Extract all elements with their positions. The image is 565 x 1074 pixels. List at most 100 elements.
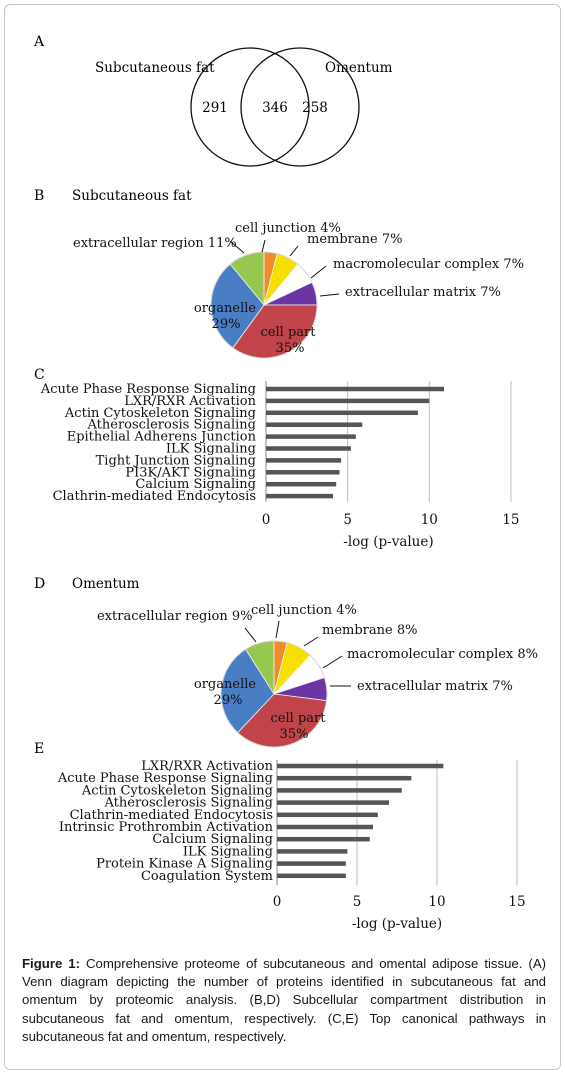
caption-label: Figure 1: <box>22 956 81 971</box>
category-label: Clathrin-mediated Endocytosis <box>70 808 273 823</box>
x-tick-label: 0 <box>262 512 271 528</box>
category-label: Actin Cytoskeleton Signaling <box>81 783 273 798</box>
panel-label-d: D <box>34 576 45 592</box>
category-label: Tight Junction Signaling <box>96 453 256 468</box>
bar <box>277 824 373 830</box>
bar <box>266 481 337 487</box>
bar <box>266 422 363 427</box>
pie-outline <box>210 251 318 359</box>
category-label: Atherosclerosis Signaling <box>87 418 257 433</box>
category-label: Acute Phase Response Signaling <box>57 771 273 786</box>
bar <box>266 493 333 499</box>
bar <box>277 788 402 793</box>
pie-label-extracellular-region: extracellular region 9% <box>97 609 252 624</box>
bar <box>266 470 340 475</box>
pie-value-organelle: 29% <box>214 693 243 708</box>
panel-b-title: Subcutaneous fat <box>72 188 192 204</box>
venn-left-label: Subcutaneous fat <box>95 60 215 76</box>
bar <box>277 836 370 842</box>
pie-leader-macromolecular-complex <box>310 265 327 279</box>
bar <box>277 763 444 769</box>
pie-leader-cell-junction <box>261 239 266 253</box>
bar <box>266 446 351 451</box>
pie-outline <box>220 640 328 748</box>
category-label: Actin Cytoskeleton Signaling <box>64 406 256 421</box>
x-tick-label: 10 <box>421 512 438 528</box>
pie-value-cell-part: 35% <box>280 727 309 742</box>
category-label: LXR/RXR Activation <box>124 394 256 409</box>
figure-frame <box>4 4 561 1070</box>
bar <box>266 458 342 463</box>
category-label: Atherosclerosis Signaling <box>104 796 274 811</box>
category-label: Acute Phase Response Signaling <box>40 382 256 397</box>
bar <box>266 410 418 416</box>
panel-d-title: Omentum <box>72 576 140 592</box>
panel-label-b: B <box>34 188 44 204</box>
bar <box>266 386 444 392</box>
bar <box>277 861 346 866</box>
pie-leader-extracellular-matrix <box>319 293 340 297</box>
x-tick-label: 10 <box>428 894 445 910</box>
pie-chart-omentum: cell junction 4% membrane 8% macromolecula… <box>97 603 538 748</box>
bar <box>277 812 378 818</box>
pie-label-extracellular-region: extracellular region 11% <box>73 236 237 251</box>
category-label: Calcium Signaling <box>135 477 256 492</box>
x-axis-label: -log (p-value) <box>352 916 442 932</box>
pie-leader-macromolecular-complex <box>322 655 343 669</box>
pie-label-cell-junction: cell junction 4% <box>251 603 357 618</box>
pie-label-organelle: organelle <box>194 677 256 692</box>
x-tick-label: 5 <box>353 894 362 910</box>
x-tick-label: 15 <box>508 894 525 910</box>
pie-label-cell-part: cell part <box>261 325 317 340</box>
pie-label-extracellular-matrix: extracellular matrix 7% <box>357 679 513 694</box>
bar <box>277 873 346 879</box>
pie-chart-subcutaneous: cell junction 4%membrane 7% macromolecula… <box>73 221 524 359</box>
pie-label-cell-junction: cell junction 4% <box>235 221 341 236</box>
pie-leader-membrane <box>303 636 319 647</box>
venn-circle-right <box>240 47 360 167</box>
pie-leader-extracellular-region <box>229 240 245 254</box>
caption-text: Comprehensive proteome of subcutaneous a… <box>22 956 547 1044</box>
x-tick-label: 15 <box>502 512 519 528</box>
category-label: Clathrin-mediated Endocytosis <box>53 489 256 504</box>
panel-label-e: E <box>34 741 44 757</box>
category-label: LXR/RXR Activation <box>141 759 273 774</box>
pie-leader-membrane <box>289 245 299 257</box>
figure-caption: Figure 1: Comprehensive proteome of subc… <box>22 955 546 1046</box>
bar <box>277 800 389 805</box>
bar <box>277 775 412 781</box>
pie-leader-cell-junction <box>275 620 280 639</box>
pie-value-organelle: 29% <box>212 317 241 332</box>
x-axis-label: -log (p-value) <box>343 534 433 550</box>
pie-label-membrane: membrane 7% <box>307 232 402 247</box>
venn-overlap-count: 346 <box>262 100 288 116</box>
category-label: ILK Signaling <box>166 442 256 457</box>
category-label: Epithelial Adherens Junction <box>67 430 257 445</box>
figure-canvas: A Subcutaneous fat Omentum 291 346 258 B… <box>33 34 538 932</box>
pie-label-organelle: organelle <box>194 301 256 316</box>
pie-label-membrane: membrane 8% <box>322 623 417 638</box>
bar <box>266 434 356 439</box>
pie-value-cell-part: 35% <box>276 341 305 356</box>
venn-right-label: Omentum <box>325 60 393 76</box>
category-label: PI3K/AKT Signaling <box>125 465 256 480</box>
x-tick-label: 5 <box>343 512 352 528</box>
category-label: Intrinsic Prothrombin Activation <box>59 820 274 835</box>
venn-left-only-count: 291 <box>202 100 228 116</box>
category-label: Protein Kinase A Signaling <box>96 857 273 872</box>
x-tick-label: 0 <box>273 894 282 910</box>
panel-label-c: C <box>34 367 45 383</box>
pie-label-cell-part: cell part <box>271 711 327 726</box>
category-label: Calcium Signaling <box>152 832 273 847</box>
bar <box>277 849 348 854</box>
category-label: ILK Signaling <box>183 844 273 859</box>
venn-circle-left <box>190 47 310 167</box>
pie-leader-extracellular-region <box>244 627 257 643</box>
panel-label-a: A <box>33 34 45 50</box>
pie-label-macromolecular-complex: macromolecular complex 7% <box>333 257 524 272</box>
pie-label-extracellular-matrix: extracellular matrix 7% <box>345 285 501 300</box>
venn-right-only-count: 258 <box>302 100 328 116</box>
category-label: Coagulation System <box>141 869 273 884</box>
